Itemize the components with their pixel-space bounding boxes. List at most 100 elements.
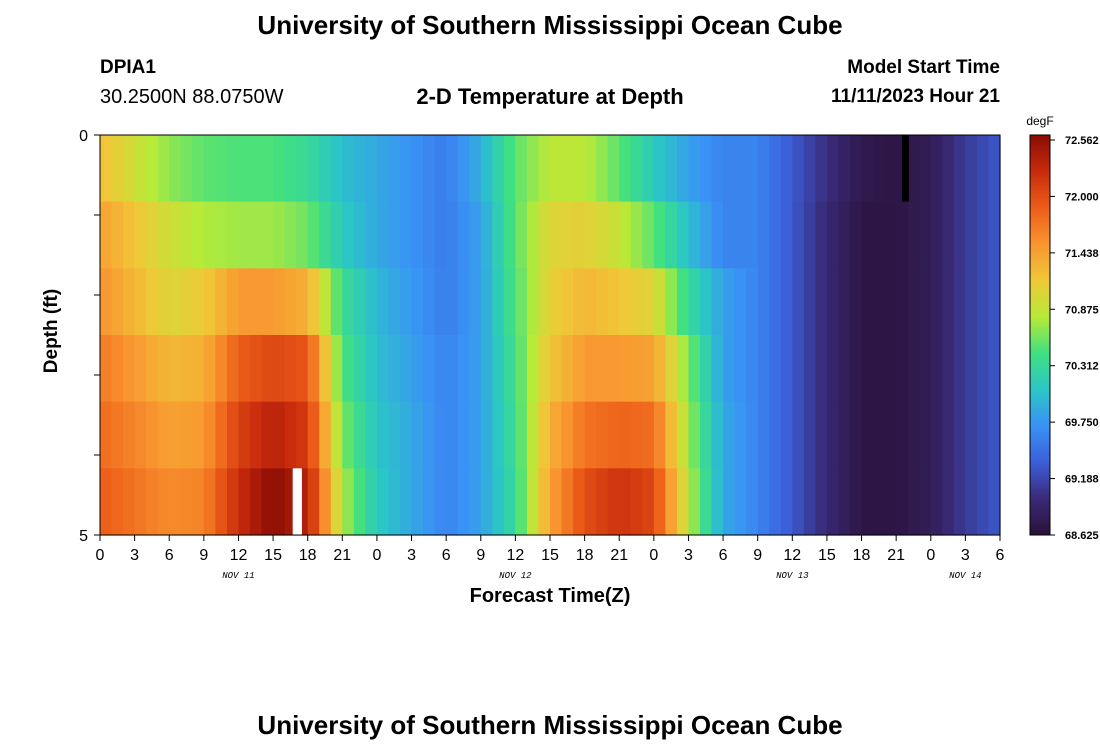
heatmap-cell (342, 268, 355, 336)
heatmap-cell (203, 335, 216, 403)
heatmap-cell (134, 401, 147, 469)
heatmap-cell (503, 201, 516, 269)
x-tick-label: 3 (684, 547, 693, 564)
heatmap-cell (446, 135, 459, 203)
x-tick-label: 15 (541, 547, 559, 564)
heatmap-cell (976, 401, 990, 469)
heatmap-cell (180, 135, 193, 203)
heatmap-cell (711, 468, 724, 536)
heatmap-cell (388, 468, 401, 536)
heatmap-cell (942, 201, 955, 269)
heatmap-cell (250, 135, 263, 203)
heatmap-cell (203, 135, 216, 203)
heatmap-cell (250, 468, 263, 536)
x-tick-label: 18 (576, 547, 594, 564)
heatmap-cell (723, 401, 736, 469)
heatmap-cell (746, 401, 759, 469)
x-tick-label: 6 (165, 547, 174, 564)
heatmap-cell (123, 135, 136, 203)
heatmap-cell (607, 135, 620, 203)
heatmap-cell (492, 401, 505, 469)
heatmap-cell (538, 268, 551, 336)
heatmap-cell (400, 201, 413, 269)
heatmap-cell (676, 268, 690, 336)
heatmap-cell (780, 468, 793, 536)
heatmap-cell (330, 268, 343, 336)
heatmap-cell (123, 335, 136, 403)
heatmap-cell (319, 268, 332, 336)
heatmap-cell (423, 401, 436, 469)
day-label: NOV 13 (776, 571, 809, 581)
heatmap-cell (630, 135, 643, 203)
x-tick-label: 9 (753, 547, 762, 564)
heatmap-cell (653, 468, 666, 536)
chart-title: University of Southern Mississippi Ocean… (257, 10, 843, 40)
heatmap-cell (319, 335, 332, 403)
heatmap-cell (134, 468, 147, 536)
heatmap-cell (607, 468, 620, 536)
heatmap-cell (134, 335, 147, 403)
heatmap-cell (538, 401, 551, 469)
heatmap-cell (365, 135, 378, 203)
heatmap-cell (976, 468, 990, 536)
footer-title: University of Southern Mississippi Ocean… (257, 710, 843, 740)
heatmap-cell (884, 468, 897, 536)
heatmap-cell (307, 401, 320, 469)
heatmap-cell (296, 268, 309, 336)
heatmap-cell (630, 468, 643, 536)
heatmap-cell (169, 268, 182, 336)
heatmap-cell (711, 201, 724, 269)
heatmap-cell (180, 468, 193, 536)
colorbar (1029, 134, 1051, 536)
x-tick-label: 18 (299, 547, 317, 564)
heatmap-cell (988, 201, 1001, 269)
heatmap-cell (850, 401, 863, 469)
heatmap-cell (676, 135, 690, 203)
heatmap-cell (746, 201, 759, 269)
heatmap-cell (411, 135, 424, 203)
heatmap-cell (296, 135, 309, 203)
heatmap-cell (457, 135, 470, 203)
x-tick-label: 0 (372, 547, 381, 564)
heatmap-cell (861, 401, 874, 469)
heatmap-cell (873, 401, 886, 469)
colorbar-label: 68.625 (1065, 530, 1099, 542)
colorbar-label: 70.312 (1065, 361, 1099, 373)
heatmap-cell (815, 135, 828, 203)
heatmap-cell (192, 201, 205, 269)
heatmap-cell (619, 335, 632, 403)
heatmap-cell (146, 468, 159, 536)
heatmap-cell (723, 268, 736, 336)
heatmap-cell (861, 201, 874, 269)
heatmap-cell (400, 401, 413, 469)
heatmap-cell (469, 335, 482, 403)
heatmap-cell (134, 268, 147, 336)
heatmap-cell (780, 201, 793, 269)
heatmap-cell (111, 268, 124, 336)
day-label: NOV 12 (499, 571, 532, 581)
heatmap-cell (665, 268, 678, 336)
heatmap-cell (930, 201, 943, 269)
colorbar-label: 71.438 (1065, 248, 1099, 260)
heatmap-cell (376, 468, 390, 536)
heatmap-cell (688, 268, 701, 336)
heatmap-cell (688, 335, 701, 403)
heatmap-cell (296, 201, 309, 269)
heatmap-cell (503, 468, 516, 536)
heatmap-cell (919, 468, 932, 536)
heatmap-cell (111, 201, 124, 269)
heatmap-cell (976, 201, 990, 269)
heatmap-cell (330, 201, 343, 269)
heatmap-cell (273, 135, 286, 203)
heatmap-cell (850, 335, 863, 403)
heatmap-cell (965, 401, 978, 469)
heatmap-cell (480, 201, 493, 269)
heatmap-cell (100, 268, 113, 336)
heatmap-cell (861, 268, 874, 336)
heatmap-cell (457, 335, 470, 403)
heatmap-cell (607, 201, 620, 269)
heatmap-cell (919, 401, 932, 469)
heatmap-cell (884, 135, 897, 203)
heatmap-cell (250, 401, 263, 469)
